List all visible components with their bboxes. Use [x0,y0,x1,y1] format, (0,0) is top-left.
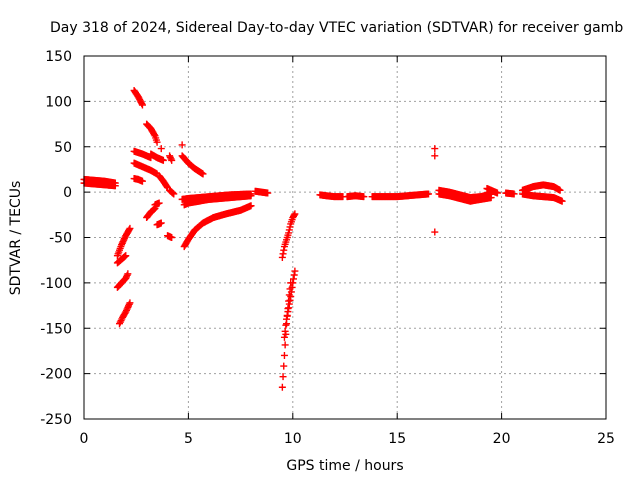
data-point [280,333,288,341]
data-point [291,267,299,275]
data-point [115,320,123,328]
y-tick-labels: -250 -200 -150 -100 -50 0 50 100 150 [40,49,72,428]
x-tick-label: 5 [184,431,193,447]
data-point [280,351,288,359]
data-point [425,190,433,198]
data-point [280,362,288,370]
y-tick-label: 0 [63,185,72,201]
data-point [510,190,518,198]
data-point [556,186,564,194]
data-point [431,228,439,236]
y-tick-label: -50 [49,231,72,247]
data-point [487,194,495,202]
data-point [159,156,167,164]
data-point [199,170,207,178]
data-point [116,318,124,326]
data-point [264,189,272,197]
data-point [431,145,439,153]
x-axis-title: GPS time / hours [286,458,403,474]
data-point [170,190,178,198]
data-point [126,224,134,232]
y-tick-label: -100 [40,276,72,292]
grid [84,56,606,419]
data-points [80,86,566,391]
data-point [155,199,163,207]
y-tick-label: 50 [54,140,72,156]
chart-title: Day 318 of 2024, Sidereal Day-to-day VTE… [50,20,623,36]
data-point [282,321,290,329]
data-point [247,202,255,210]
data-point [138,177,146,185]
data-point [157,219,165,227]
data-point [493,189,501,197]
data-point [122,252,130,260]
data-point [281,341,289,349]
data-point [278,383,286,391]
x-tick-label: 10 [284,431,302,447]
y-tick-label: 100 [45,94,72,110]
y-tick-label: -150 [40,321,72,337]
data-point [153,138,161,146]
x-tick-label: 25 [597,431,615,447]
y-tick-label: 150 [45,49,72,65]
data-point [291,210,299,218]
data-point [558,197,566,205]
data-point [279,373,287,381]
x-tick-label: 15 [388,431,406,447]
data-point [281,327,289,335]
data-point [168,156,176,164]
data-point [126,299,134,307]
x-tick-labels: 0 5 10 15 20 25 [80,431,615,447]
data-point [111,182,119,190]
x-tick-label: 0 [80,431,89,447]
data-point [247,192,255,200]
axis-ticks [83,55,607,420]
data-point [168,234,176,241]
data-point [157,145,165,153]
y-tick-label: -200 [40,367,72,383]
y-tick-label: -250 [40,412,72,428]
x-tick-label: 20 [493,431,511,447]
data-point [117,317,125,325]
data-point [178,141,186,149]
y-axis-title: SDTVAR / TECUs [8,181,24,296]
data-point [431,152,439,160]
data-point [360,193,368,201]
data-point [124,270,132,278]
data-point [138,101,146,109]
